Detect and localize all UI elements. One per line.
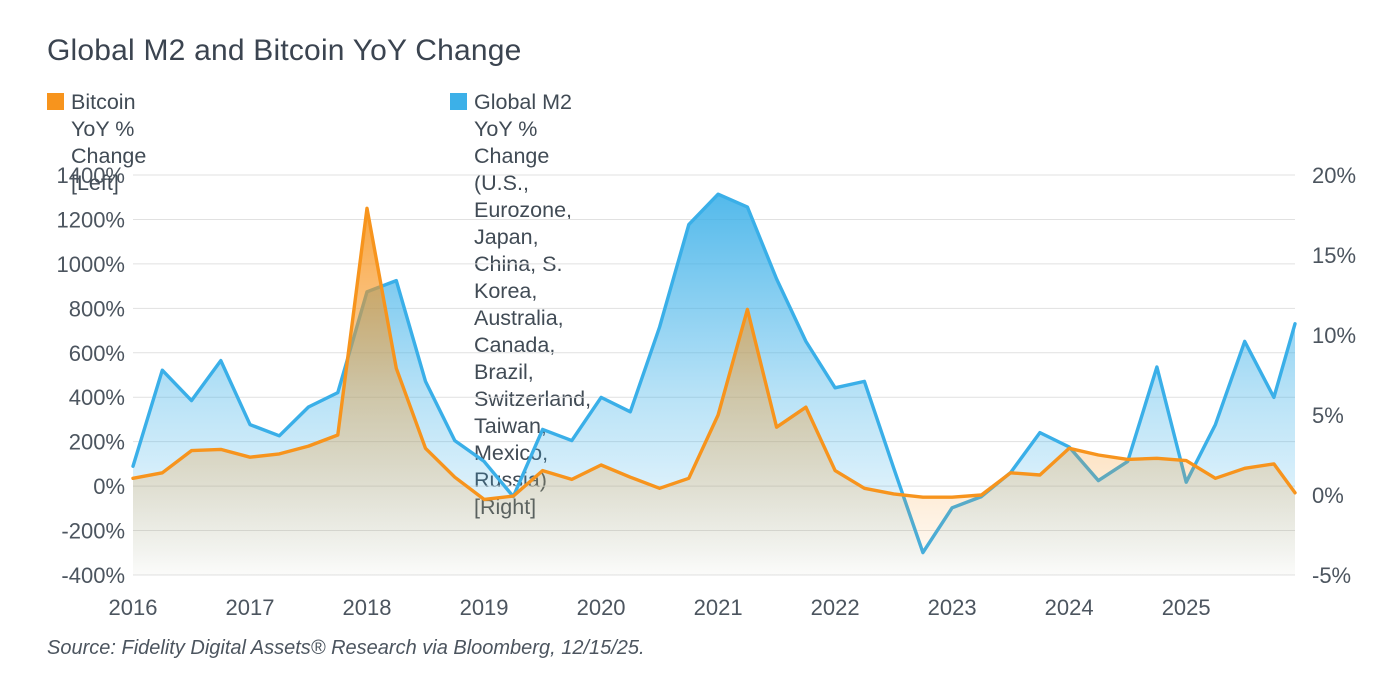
- x-axis-label: 2016: [109, 595, 158, 620]
- x-axis-label: 2025: [1162, 595, 1211, 620]
- chart-title: Global M2 and Bitcoin YoY Change: [47, 34, 522, 67]
- left-axis-tick: 1200%: [56, 207, 125, 232]
- left-axis-tick: 800%: [69, 296, 125, 321]
- right-axis-tick: 10%: [1312, 323, 1356, 348]
- right-axis-tick: 0%: [1312, 483, 1344, 508]
- right-axis-tick: 15%: [1312, 243, 1356, 268]
- legend-label-bitcoin-line1: Bitcoin YoY % Change [Left]: [71, 90, 147, 195]
- legend-label-bitcoin: Bitcoin YoY % Change [Left]: [71, 89, 146, 197]
- bitcoin-series-swatch: [47, 93, 64, 110]
- x-axis-label: 2023: [928, 595, 977, 620]
- x-axis-label: 2019: [460, 595, 509, 620]
- left-axis-tick: -400%: [61, 563, 125, 588]
- m2-series-swatch: [450, 93, 467, 110]
- x-axis-label: 2024: [1045, 595, 1094, 620]
- left-axis-tick: 600%: [69, 341, 125, 366]
- x-axis-label: 2020: [577, 595, 626, 620]
- left-axis-tick: 1400%: [56, 163, 125, 188]
- x-axis-label: 2022: [811, 595, 860, 620]
- right-axis-tick: 5%: [1312, 403, 1344, 428]
- left-axis-tick: -200%: [61, 519, 125, 544]
- left-axis-tick: 200%: [69, 430, 125, 455]
- x-axis-label: 2021: [694, 595, 743, 620]
- legend-item-bitcoin: Bitcoin YoY % Change [Left]: [47, 89, 146, 197]
- x-axis-label: 2018: [343, 595, 392, 620]
- left-axis-tick: 400%: [69, 385, 125, 410]
- right-axis-tick: 20%: [1312, 163, 1356, 188]
- bitcoin-series: [131, 206, 1297, 576]
- left-axis-tick: 0%: [93, 474, 125, 499]
- source-note: Source: Fidelity Digital Assets® Researc…: [47, 637, 645, 659]
- x-axis-label: 2017: [226, 595, 275, 620]
- left-axis-tick: 1000%: [56, 252, 125, 277]
- right-axis-tick: -5%: [1312, 563, 1351, 588]
